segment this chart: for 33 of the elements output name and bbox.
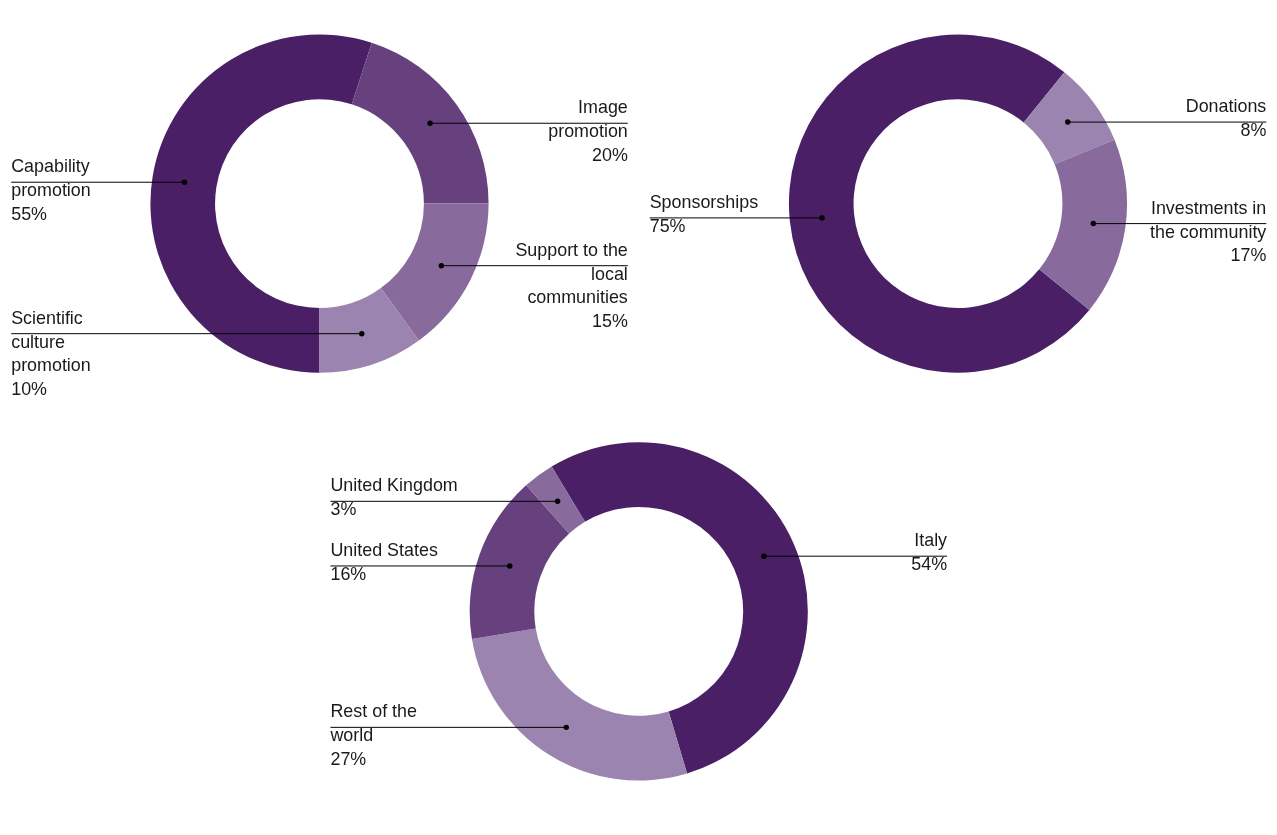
data-label: 10%: [11, 379, 48, 400]
donut-slice: [469, 485, 570, 639]
donut-slice: [471, 628, 688, 781]
donut-slice: [551, 442, 808, 774]
donut-slice: [1023, 72, 1115, 165]
slice-label: Rest of the world: [329, 701, 418, 746]
data-label: 16%: [330, 563, 367, 584]
slice-label: United States: [330, 540, 438, 561]
data-label: 75%: [649, 215, 686, 236]
slice-label: Scientific culture promotion: [11, 307, 91, 376]
data-label: 3%: [330, 499, 357, 520]
data-label: 8%: [1240, 120, 1267, 141]
donut-slice: [789, 34, 1090, 373]
slice-label: Image promotion: [548, 97, 628, 142]
slice-label: Support to the local communities: [515, 239, 628, 308]
donut-slice: [380, 203, 489, 341]
data-label: 20%: [592, 145, 628, 166]
slice-label: Italy: [914, 530, 948, 551]
slice-label: Capability promotion: [11, 156, 91, 201]
data-label: 15%: [592, 311, 628, 332]
donut-slice: [526, 466, 585, 534]
donut-slice: [150, 34, 372, 373]
slice-label: Sponsorships: [649, 191, 759, 212]
slice-label: Investments in the community: [1149, 197, 1267, 242]
data-label: 55%: [11, 204, 48, 225]
data-label: 54%: [911, 554, 948, 575]
data-label: 17%: [1230, 245, 1267, 266]
data-label: 27%: [330, 749, 367, 770]
donut-slice: [351, 42, 489, 204]
donut-slice: [319, 288, 419, 373]
slice-label: Donations: [1185, 96, 1267, 117]
donut-slice: [1039, 139, 1127, 311]
slice-label: United Kingdom: [330, 475, 458, 496]
